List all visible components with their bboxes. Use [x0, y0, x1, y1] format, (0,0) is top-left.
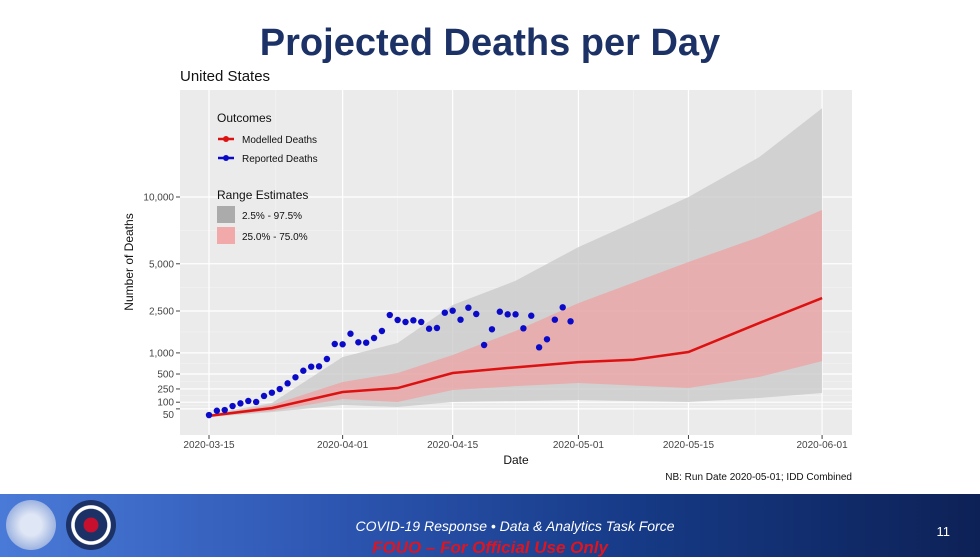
reported-death-point [205, 411, 213, 419]
y-axis-label: Number of Deaths [122, 213, 136, 310]
reported-death-point [229, 402, 236, 410]
x-tick-label: 2020-06-01 [797, 440, 849, 451]
reported-death-point [402, 318, 409, 326]
reported-death-point [378, 327, 386, 335]
reported-death-point [355, 339, 362, 346]
reported-death-point [535, 344, 543, 351]
reported-death-point [512, 311, 519, 318]
band-25-75 [209, 210, 823, 417]
classification-label: FOUO – For Official Use Only [372, 538, 608, 557]
page-number: 11 [936, 524, 951, 539]
reported-death-point [363, 339, 370, 346]
y-tick-label: 10,000 [143, 193, 174, 204]
legend-modelled-label: Modelled Deaths [242, 135, 317, 146]
x-tick-label: 2020-05-01 [553, 440, 605, 451]
slide-title: Projected Deaths per Day [259, 22, 721, 64]
footer-banner: COVID-19 Response • Data & Analytics Tas… [0, 494, 980, 557]
reported-death-point [307, 363, 315, 370]
legend-modelled-dot [223, 136, 229, 142]
x-tick-label: 2020-04-01 [317, 440, 369, 451]
reported-death-point [488, 326, 496, 333]
reported-death-point [410, 317, 417, 324]
footer-text: COVID-19 Response • Data & Analytics Tas… [355, 518, 675, 534]
y-tick-label: 500 [157, 370, 174, 381]
hhs-logo-icon [6, 500, 56, 550]
reported-death-point [559, 304, 566, 311]
legend-range-title: Range Estimates [217, 188, 308, 202]
reported-death-point [245, 397, 252, 405]
reported-death-point [347, 330, 354, 337]
chart-title: United States [180, 68, 270, 85]
legend-inner-swatch [217, 227, 235, 244]
dhs-seal-icon [66, 500, 116, 550]
legend-outcomes-title: Outcomes [217, 111, 272, 125]
reported-death-point [425, 325, 433, 332]
reported-death-point [213, 407, 221, 414]
reported-death-point [323, 355, 331, 363]
reported-death-point [418, 318, 425, 326]
reported-death-point [268, 389, 276, 396]
reported-death-point [252, 398, 260, 406]
legend-outer-label: 2.5% - 97.5% [242, 211, 302, 222]
reported-death-point [457, 316, 464, 323]
reported-death-point [260, 392, 268, 400]
reported-death-point [300, 367, 307, 374]
reported-death-point [284, 380, 291, 387]
reported-death-point [331, 340, 338, 348]
legend-outer-swatch [217, 206, 235, 223]
reported-death-point [480, 341, 488, 349]
legend-reported-label: Reported Deaths [242, 154, 318, 165]
reported-death-point [237, 400, 244, 407]
reported-death-point [315, 363, 323, 370]
reported-death-point [496, 308, 504, 315]
reported-death-point [520, 325, 527, 332]
reported-death-point [433, 324, 441, 332]
reported-death-point [543, 336, 551, 343]
legend-reported-dot [223, 155, 229, 161]
modelled-deaths-line [208, 296, 823, 418]
reported-death-point [528, 312, 535, 319]
reported-death-point [465, 304, 472, 311]
reported-death-point [386, 311, 393, 319]
reported-death-point [449, 307, 456, 314]
y-tick-label: 50 [163, 410, 175, 421]
reported-death-point [394, 316, 401, 324]
y-tick-label: 100 [157, 398, 174, 409]
x-tick-label: 2020-04-15 [427, 440, 479, 451]
y-tick-label: 250 [157, 384, 174, 395]
reported-death-point [276, 385, 283, 393]
reported-death-point [473, 310, 480, 318]
reported-death-point [221, 406, 228, 414]
reported-death-point [339, 341, 346, 348]
y-tick-label: 1,000 [149, 348, 174, 359]
reported-death-point [567, 318, 574, 325]
y-tick-label: 5,000 [149, 259, 174, 270]
reported-death-point [292, 374, 299, 381]
legend-inner-label: 25.0% - 75.0% [242, 232, 308, 243]
x-tick-label: 2020-05-15 [663, 440, 715, 451]
run-note: NB: Run Date 2020-05-01; IDD Combined [665, 472, 852, 483]
deaths-chart: United States 10,000 5,000 2,500 1,000 500 250… [122, 68, 852, 483]
reported-death-point [551, 316, 559, 323]
reported-death-point [441, 309, 448, 316]
reported-death-point [504, 311, 511, 318]
x-tick-label: 2020-03-15 [183, 440, 235, 451]
reported-death-point [370, 334, 378, 342]
y-tick-label: 2,500 [149, 307, 174, 318]
x-axis-label: Date [503, 453, 529, 467]
